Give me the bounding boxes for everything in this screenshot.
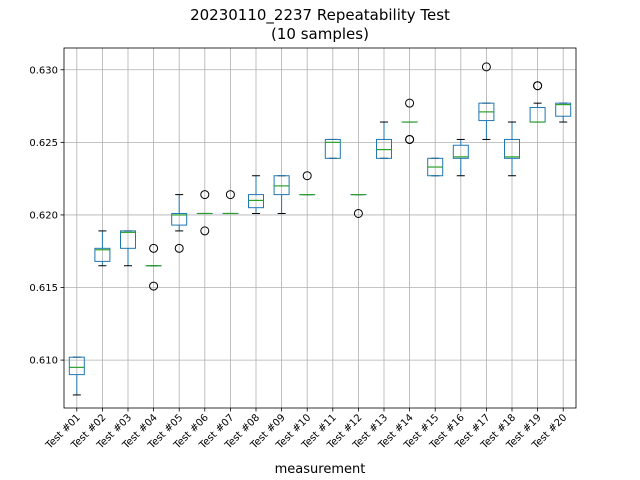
box xyxy=(324,138,341,159)
chart-subtitle: (10 samples) xyxy=(271,25,369,43)
box xyxy=(452,144,469,159)
box xyxy=(68,356,85,376)
flier-point xyxy=(200,226,210,236)
flier-point xyxy=(405,98,415,108)
y-tick-label: 0.610 xyxy=(29,356,58,367)
flier-point xyxy=(405,134,415,144)
flier-point xyxy=(149,243,159,253)
y-tick-label: 0.620 xyxy=(29,210,58,221)
flier-point xyxy=(149,281,159,291)
y-tick-label: 0.630 xyxy=(29,65,58,76)
flier-point xyxy=(225,190,235,200)
flier-point xyxy=(200,190,210,200)
y-tick-label: 0.615 xyxy=(29,283,58,294)
flier-point xyxy=(481,62,491,72)
box xyxy=(120,230,136,249)
plot-frame xyxy=(63,47,577,409)
x-axis-label: measurement xyxy=(274,462,366,477)
chart-title: 20230110_2237 Repeatability Test xyxy=(190,6,450,24)
box xyxy=(504,138,520,159)
flier-point xyxy=(174,243,184,253)
box xyxy=(171,212,188,226)
box xyxy=(273,175,290,196)
box xyxy=(248,194,264,209)
flier-point xyxy=(302,171,312,181)
box xyxy=(376,138,392,159)
y-tick-label: 0.625 xyxy=(29,138,58,149)
flier-point xyxy=(533,81,543,91)
box xyxy=(555,102,572,117)
box xyxy=(94,247,111,262)
flier-point xyxy=(353,208,363,218)
